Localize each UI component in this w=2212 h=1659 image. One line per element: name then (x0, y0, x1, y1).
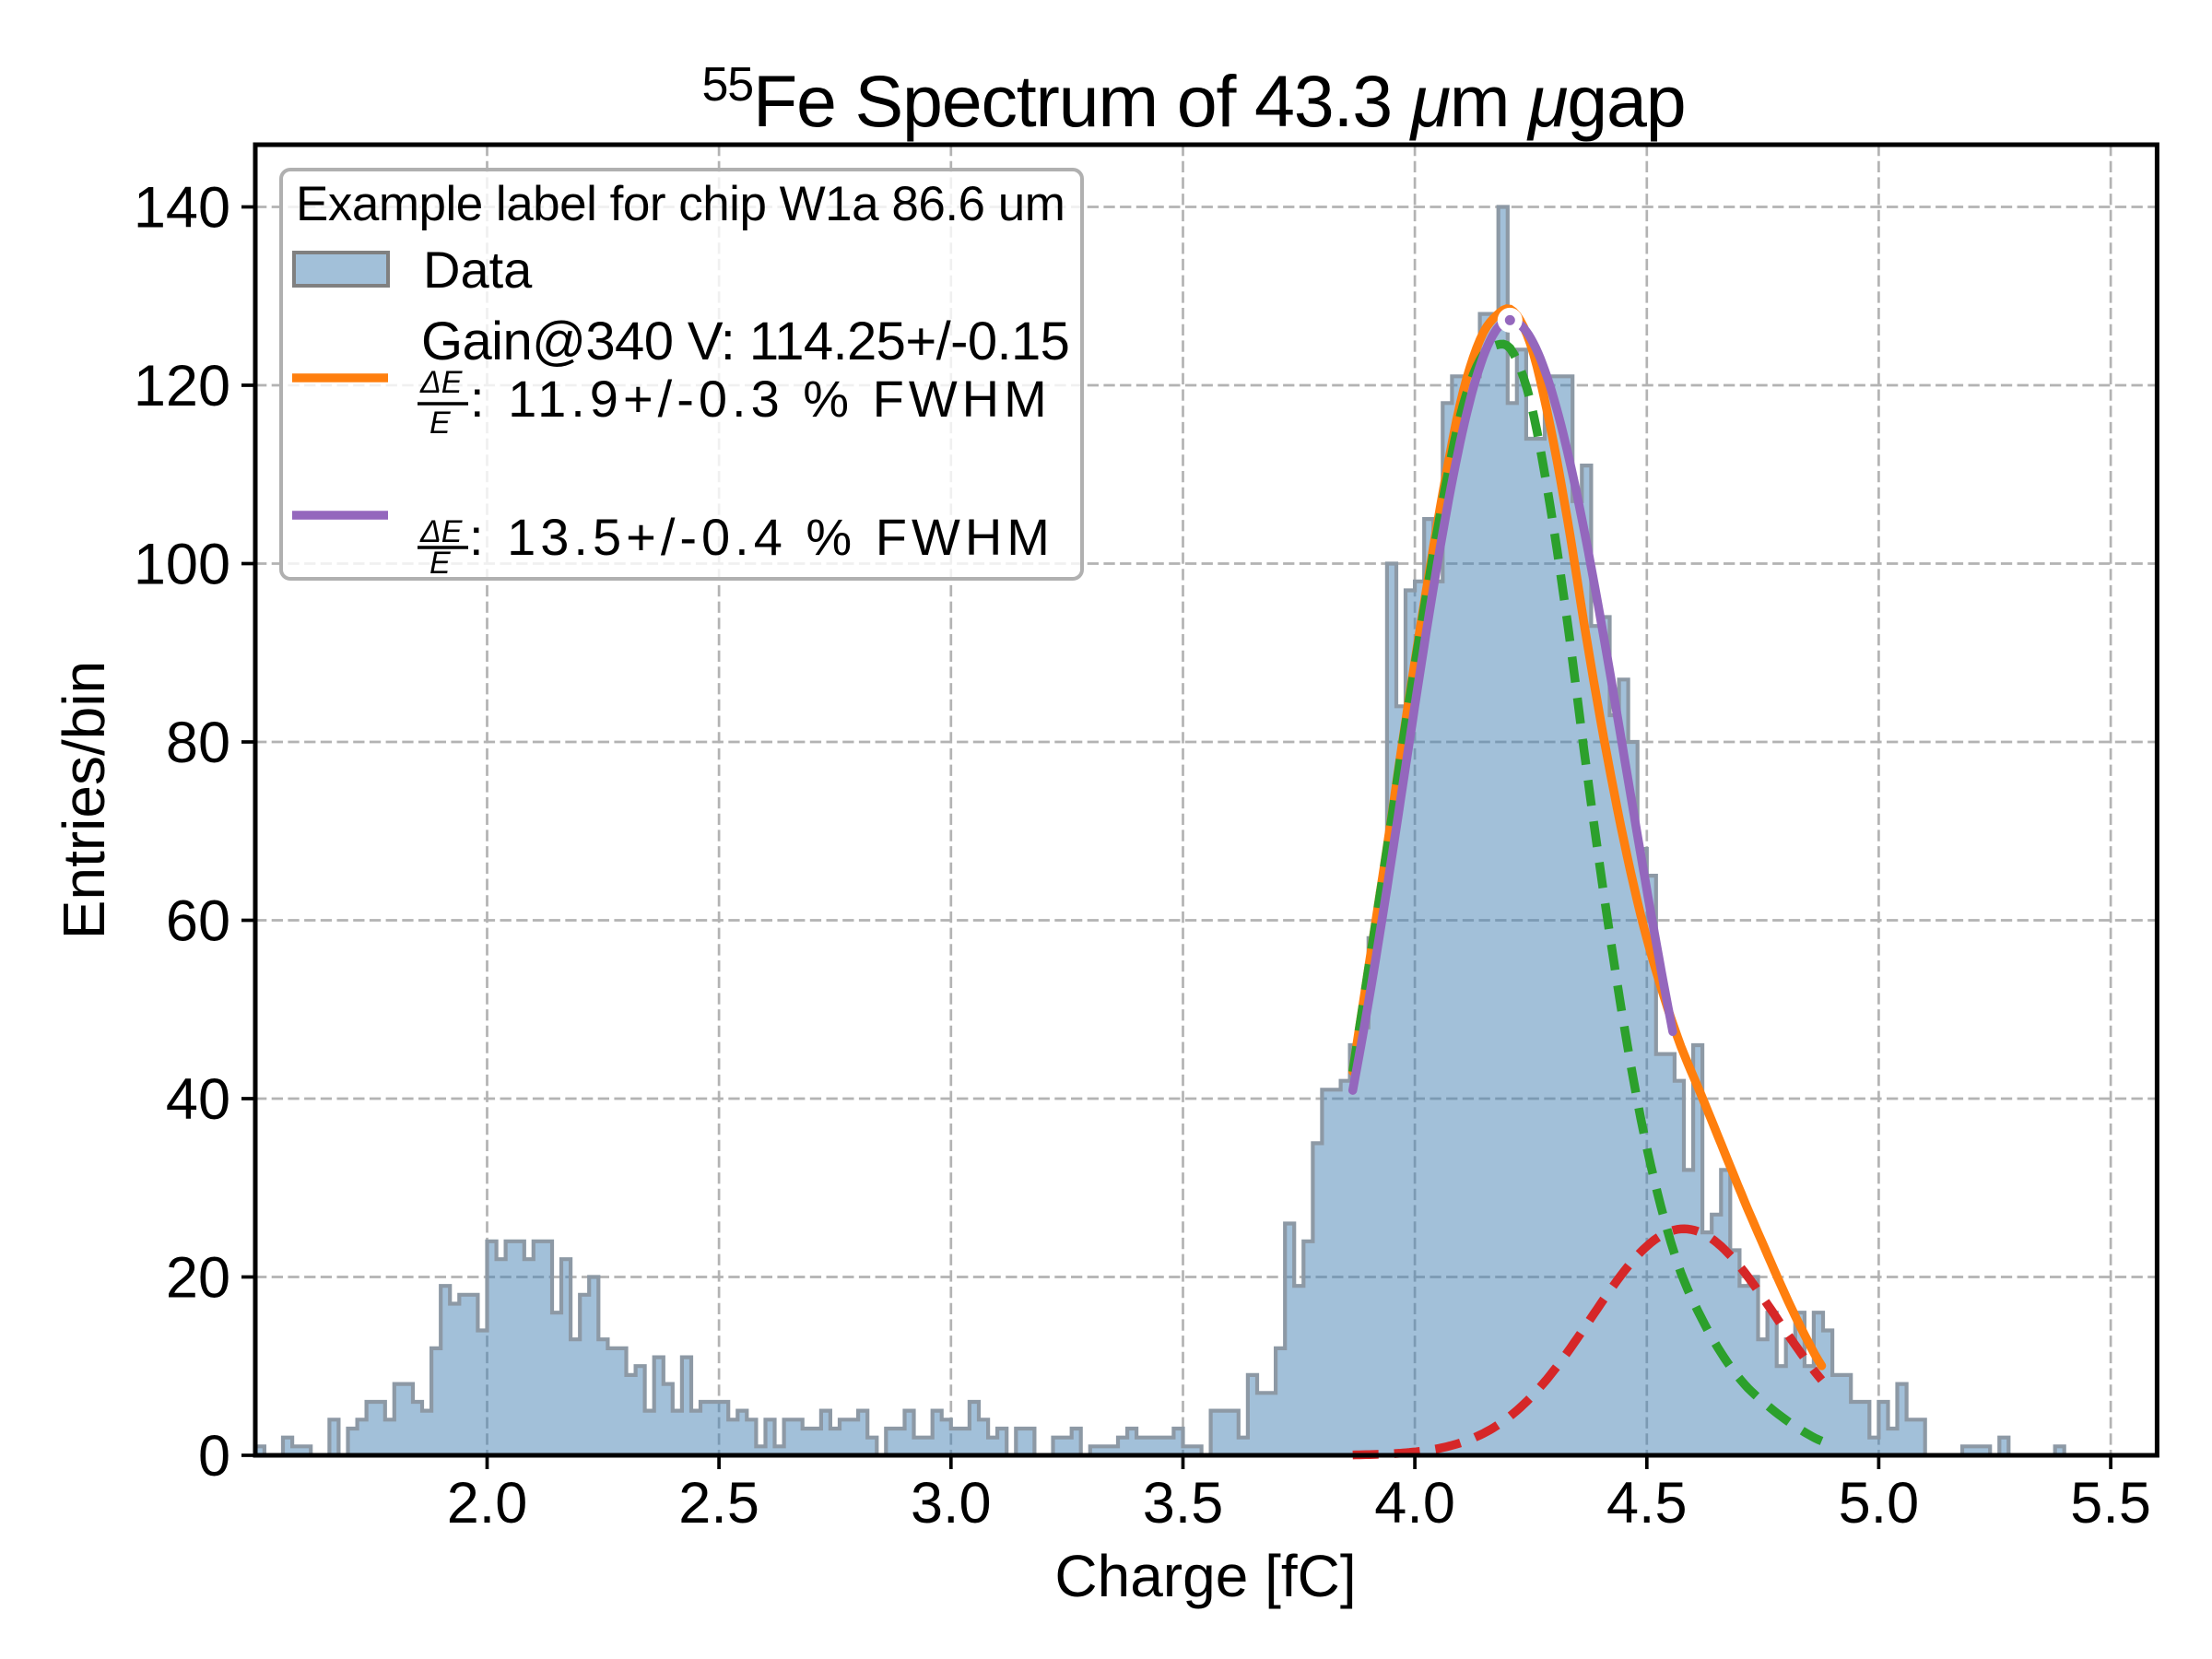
svg-text:E: E (429, 546, 451, 581)
svg-text:5.0: 5.0 (1839, 1471, 1920, 1535)
svg-text:E: E (429, 406, 451, 441)
svg-text:140: 140 (134, 176, 230, 241)
svg-text:: 13.5+/-0.4 % FWHM: : 13.5+/-0.4 % FWHM (469, 508, 1054, 566)
svg-text:20: 20 (166, 1246, 230, 1311)
svg-text:40: 40 (166, 1067, 230, 1132)
svg-text:55Fe Spectrum of 43.3 μm μgap: 55Fe Spectrum of 43.3 μm μgap (702, 58, 1686, 142)
svg-text:100: 100 (134, 533, 230, 597)
svg-text:: 11.9+/-0.3 % FWHM: : 11.9+/-0.3 % FWHM (470, 370, 1052, 428)
svg-text:0: 0 (198, 1424, 230, 1488)
svg-text:4.5: 4.5 (1606, 1471, 1688, 1535)
svg-text:3.5: 3.5 (1143, 1471, 1224, 1535)
svg-text:Charge [fC]: Charge [fC] (1054, 1543, 1356, 1609)
svg-text:Data: Data (423, 241, 533, 299)
svg-text:ΔE: ΔE (419, 365, 463, 400)
svg-text:80: 80 (166, 711, 230, 775)
svg-text:2.5: 2.5 (678, 1471, 759, 1535)
svg-text:5.5: 5.5 (2070, 1471, 2151, 1535)
svg-text:3.0: 3.0 (911, 1471, 992, 1535)
svg-text:120: 120 (134, 354, 230, 418)
svg-text:4.0: 4.0 (1374, 1471, 1455, 1535)
svg-text:Example label for chip W1a 86.: Example label for chip W1a 86.6 um (296, 177, 1065, 231)
svg-text:2.0: 2.0 (447, 1471, 528, 1535)
svg-text:Gain@340 V: 114.25+/-0.15: Gain@340 V: 114.25+/-0.15 (421, 312, 1069, 371)
svg-text:ΔE: ΔE (419, 514, 463, 549)
svg-text:Entries/bin: Entries/bin (51, 661, 117, 939)
svg-text:60: 60 (166, 889, 230, 954)
